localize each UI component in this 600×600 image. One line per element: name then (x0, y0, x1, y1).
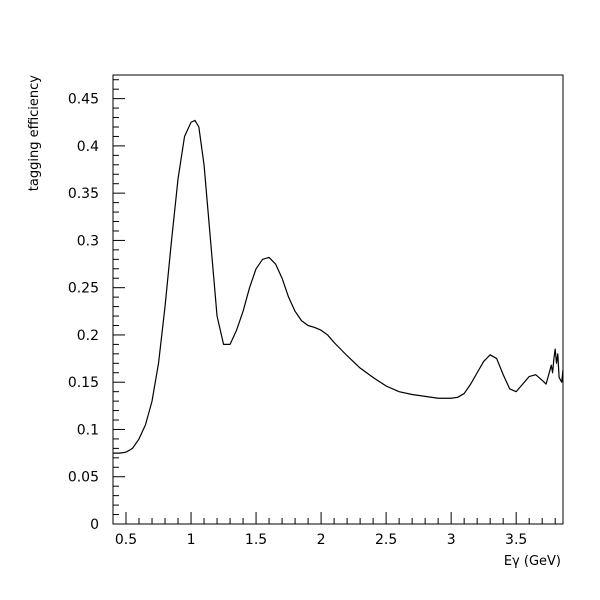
y-axis-title: tagging efficiency (27, 75, 42, 192)
y-tick-label: 0 (90, 517, 99, 533)
y-tick-label: 0.15 (68, 375, 99, 391)
y-tick-label: 0.25 (68, 281, 99, 297)
x-tick-label: 2 (317, 532, 326, 548)
x-axis-title: Eγ (GeV) (504, 554, 561, 569)
x-axis-ticks: 0.5 1 1.5 2 2.5 3 3.5 (112, 512, 556, 548)
y-tick-label: 0.3 (77, 233, 99, 249)
x-tick-label: 3.5 (505, 532, 527, 548)
y-tick-label: 0.2 (77, 328, 99, 344)
y-axis-ticks: 0 0.05 0.1 0.15 0.2 0.25 0.3 0.35 0.4 0.45 (68, 79, 125, 533)
series-layer (113, 119, 564, 454)
y-tick-label: 0.45 (68, 92, 99, 108)
x-tick-label: 3 (447, 532, 456, 548)
y-tick-label: 0.35 (68, 186, 99, 202)
x-tick-label: 1.5 (245, 532, 267, 548)
efficiency-curve (113, 119, 564, 454)
x-tick-label: 2.5 (375, 532, 397, 548)
plot-frame (112, 74, 564, 525)
x-tick-label: 1 (187, 532, 196, 548)
x-tick-label: 0.5 (115, 532, 137, 548)
y-tick-label: 0.4 (77, 139, 99, 155)
y-tick-label: 0.1 (77, 422, 99, 438)
y-tick-label: 0.05 (68, 470, 99, 486)
